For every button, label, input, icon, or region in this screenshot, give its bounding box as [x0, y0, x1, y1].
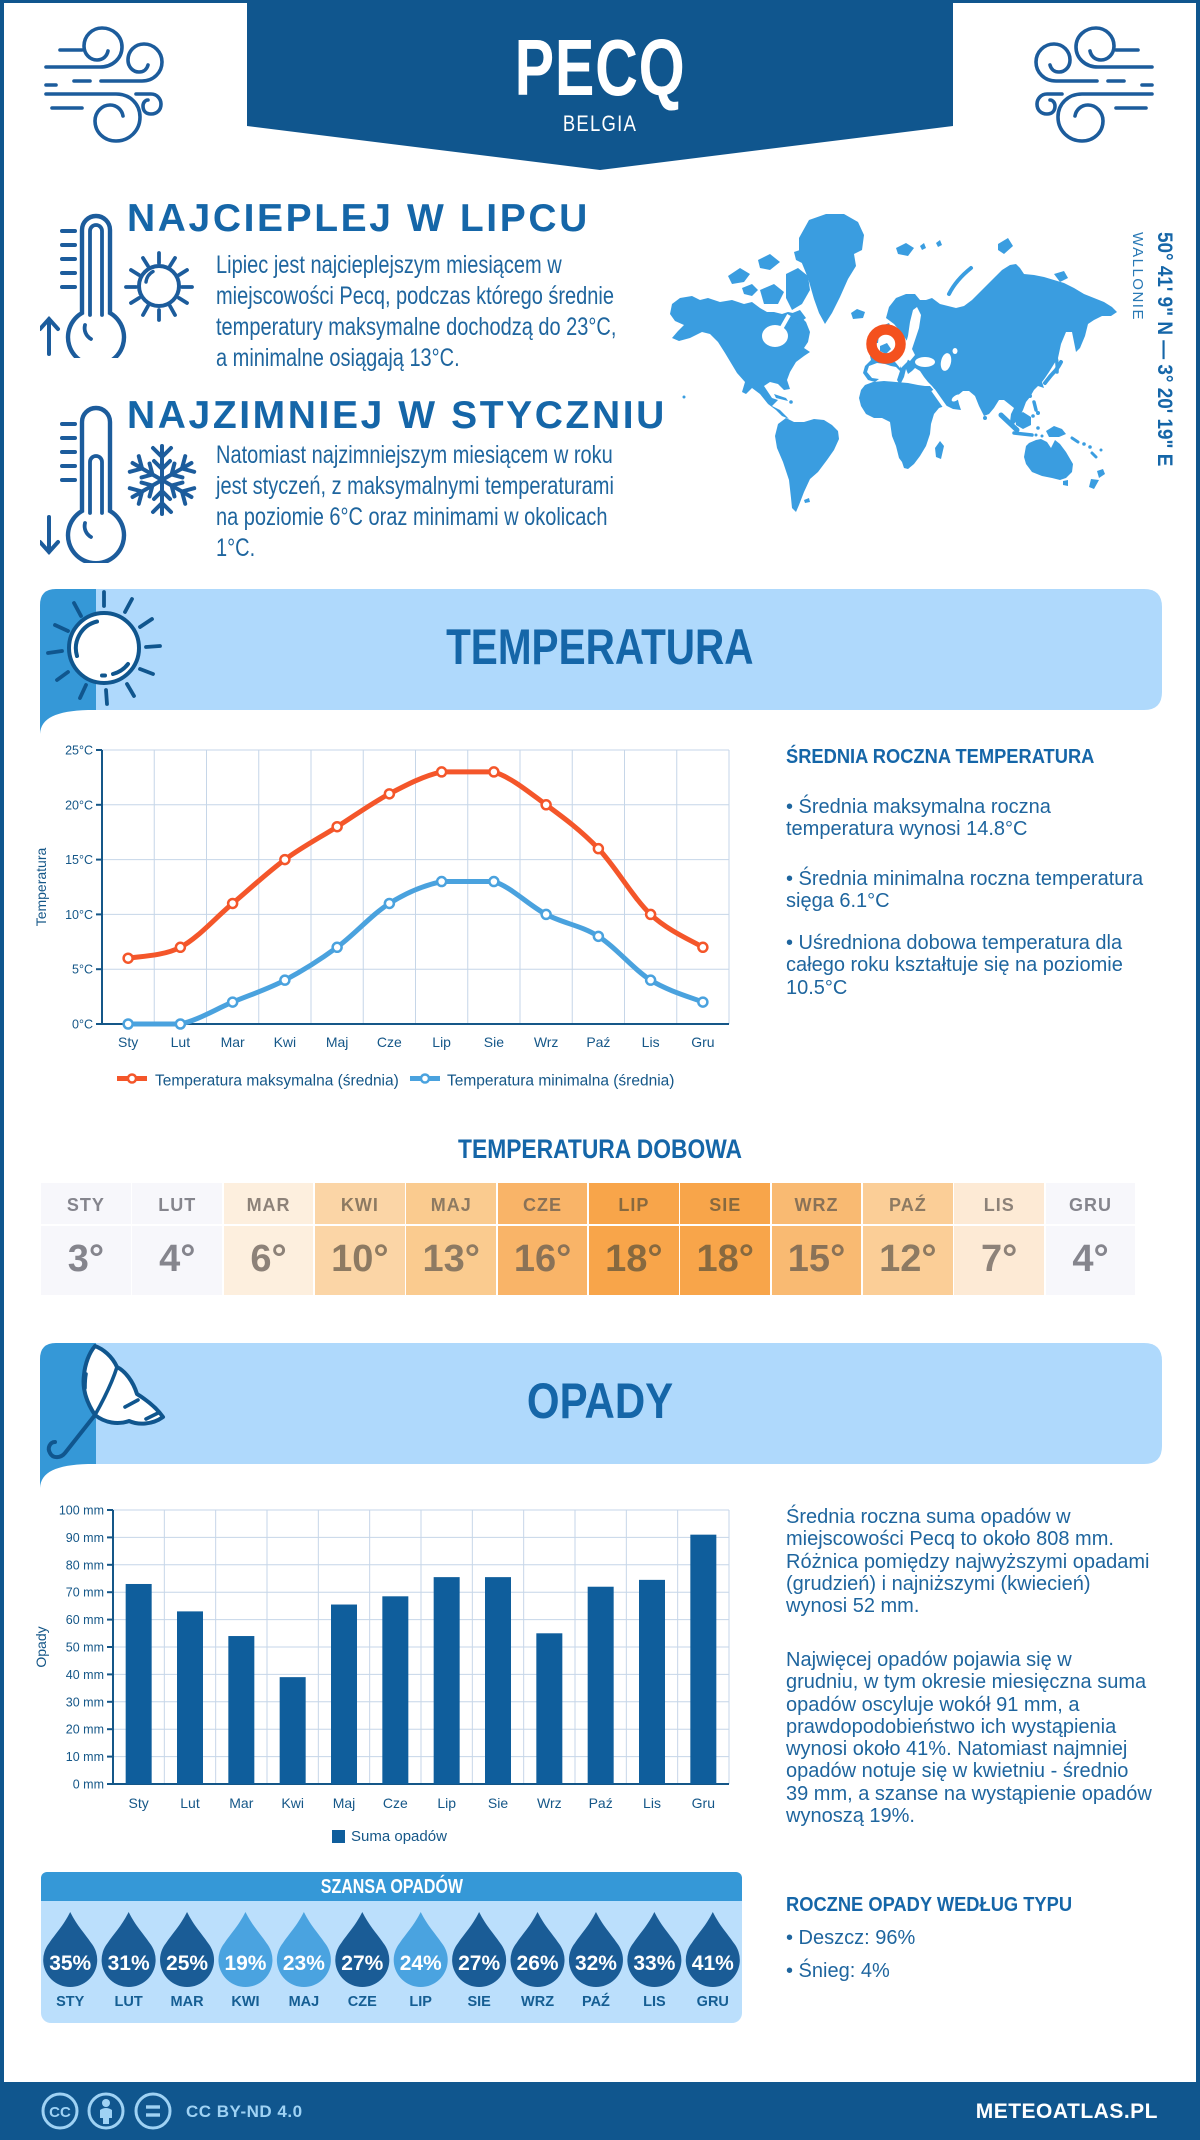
svg-text:20°C: 20°C: [65, 798, 93, 812]
svg-text:31%: 31%: [108, 1952, 150, 1975]
svg-text:Kwi: Kwi: [281, 1795, 304, 1811]
svg-text:Mar: Mar: [229, 1795, 253, 1811]
svg-text:STY: STY: [56, 1994, 85, 2010]
svg-text:24%: 24%: [400, 1952, 442, 1975]
svg-text:LIP: LIP: [409, 1994, 432, 2010]
svg-text:Sie: Sie: [488, 1795, 508, 1811]
svg-text:25°C: 25°C: [65, 744, 93, 758]
svg-text:LUT: LUT: [115, 1994, 143, 2010]
svg-text:Maj: Maj: [326, 1034, 349, 1050]
svg-text:27%: 27%: [458, 1952, 500, 1975]
svg-text:Paź: Paź: [589, 1795, 613, 1811]
svg-text:0 mm: 0 mm: [73, 1778, 104, 1792]
svg-text:Lis: Lis: [642, 1034, 660, 1050]
svg-text:CZE: CZE: [348, 1994, 377, 2010]
svg-text:Sie: Sie: [484, 1034, 504, 1050]
svg-text:32%: 32%: [575, 1952, 617, 1975]
svg-text:Maj: Maj: [333, 1795, 356, 1811]
svg-text:Temperatura maksymalna (średni: Temperatura maksymalna (średnia): [155, 1073, 399, 1090]
svg-text:60 mm: 60 mm: [66, 1613, 104, 1627]
svg-text:23%: 23%: [283, 1952, 325, 1975]
svg-text:Lut: Lut: [180, 1795, 200, 1811]
svg-text:0°C: 0°C: [72, 1018, 93, 1032]
svg-text:Wrz: Wrz: [537, 1795, 562, 1811]
svg-text:80 mm: 80 mm: [66, 1558, 104, 1572]
svg-text:15°C: 15°C: [65, 853, 93, 867]
svg-text:Lip: Lip: [437, 1795, 456, 1811]
svg-text:LIS: LIS: [643, 1994, 666, 2010]
svg-text:Sty: Sty: [118, 1034, 138, 1050]
svg-text:40 mm: 40 mm: [66, 1668, 104, 1682]
svg-text:Gru: Gru: [691, 1034, 714, 1050]
svg-text:19%: 19%: [224, 1952, 266, 1975]
svg-text:10°C: 10°C: [65, 908, 93, 922]
svg-text:Sty: Sty: [129, 1795, 149, 1811]
svg-text:Suma opadów: Suma opadów: [351, 1828, 447, 1845]
svg-text:KWI: KWI: [231, 1994, 259, 2010]
svg-text:20 mm: 20 mm: [66, 1723, 104, 1737]
svg-text:50 mm: 50 mm: [66, 1641, 104, 1655]
svg-text:70 mm: 70 mm: [66, 1586, 104, 1600]
svg-text:Wrz: Wrz: [534, 1034, 559, 1050]
svg-text:30 mm: 30 mm: [66, 1695, 104, 1709]
svg-text:Cze: Cze: [383, 1795, 408, 1811]
svg-text:Lut: Lut: [171, 1034, 191, 1050]
svg-text:PAŹ: PAŹ: [582, 1993, 610, 2010]
svg-text:Gru: Gru: [692, 1795, 715, 1811]
svg-text:Cze: Cze: [377, 1034, 402, 1050]
svg-text:Lis: Lis: [643, 1795, 661, 1811]
svg-text:Mar: Mar: [221, 1034, 245, 1050]
svg-text:SIE: SIE: [467, 1994, 491, 2010]
svg-text:MAR: MAR: [171, 1994, 205, 2010]
svg-text:41%: 41%: [692, 1952, 734, 1975]
svg-text:33%: 33%: [633, 1952, 675, 1975]
svg-text:25%: 25%: [166, 1952, 208, 1975]
svg-text:Paź: Paź: [586, 1034, 610, 1050]
svg-text:90 mm: 90 mm: [66, 1531, 104, 1545]
svg-text:26%: 26%: [517, 1952, 559, 1975]
svg-text:Lip: Lip: [432, 1034, 451, 1050]
svg-text:Kwi: Kwi: [274, 1034, 297, 1050]
svg-text:10 mm: 10 mm: [66, 1750, 104, 1764]
svg-text:Opady: Opady: [33, 1626, 49, 1667]
svg-text:Temperatura minimalna (średnia: Temperatura minimalna (średnia): [447, 1073, 674, 1090]
svg-text:5°C: 5°C: [72, 963, 93, 977]
svg-text:CC: CC: [49, 2104, 71, 2121]
svg-text:Temperatura: Temperatura: [33, 847, 49, 926]
svg-text:100 mm: 100 mm: [59, 1504, 104, 1518]
svg-text:35%: 35%: [49, 1952, 91, 1975]
svg-text:MAJ: MAJ: [289, 1994, 320, 2010]
svg-text:WRZ: WRZ: [521, 1994, 554, 2010]
svg-text:27%: 27%: [341, 1952, 383, 1975]
svg-text:GRU: GRU: [697, 1994, 729, 2010]
